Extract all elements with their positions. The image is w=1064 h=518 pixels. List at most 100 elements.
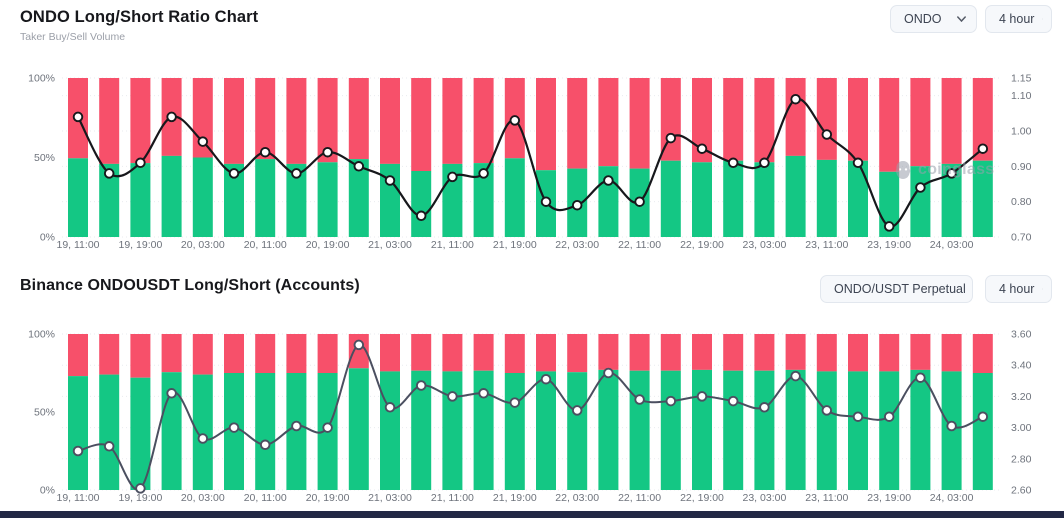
- interval-select-1-value: 4 hour: [999, 12, 1035, 26]
- left-axis-tick-label: 100%: [28, 329, 55, 341]
- short-bar-segment: [972, 78, 993, 161]
- x-axis-tick-label: 21, 03:00: [368, 492, 412, 504]
- ratio-point-marker: [571, 405, 583, 416]
- short-bar-segment: [941, 78, 962, 164]
- symbol-select-value: ONDO: [904, 12, 942, 26]
- short-bar-segment: [380, 334, 400, 372]
- ratio-point-marker: [790, 370, 801, 382]
- pair-select-value: ONDO/USDT Perpetual: [834, 282, 966, 296]
- left-axis-tick-label: 0%: [40, 485, 55, 497]
- ratio-point-marker: [509, 397, 521, 408]
- x-axis-tick-label: 21, 19:00: [493, 239, 537, 251]
- symbol-select[interactable]: ONDO: [890, 5, 977, 33]
- ratio-point-marker: [291, 168, 302, 179]
- long-bar-segment: [848, 160, 868, 237]
- ratio-point-marker: [915, 182, 926, 193]
- long-bar-segment: [348, 368, 369, 490]
- ratio-point-marker: [571, 199, 583, 211]
- left-axis-tick-label: 50%: [34, 407, 55, 419]
- short-bar-segment: [567, 78, 588, 169]
- long-bar-segment: [629, 370, 650, 490]
- ratio-point-marker: [384, 402, 396, 413]
- ratio-point-marker: [696, 143, 708, 154]
- ratio-point-marker: [603, 175, 614, 186]
- long-bar-segment: [380, 371, 400, 490]
- long-bar-segment: [754, 162, 775, 237]
- ratio-point-marker: [790, 93, 801, 105]
- x-axis-tick-label: 22, 03:00: [555, 239, 599, 251]
- interval-select-2[interactable]: 4 hour: [985, 275, 1052, 303]
- ratio-line: [77, 343, 984, 491]
- long-bar-segment: [473, 370, 494, 490]
- short-bar-segment: [99, 78, 120, 164]
- chart1-subtitle: Taker Buy/Sell Volume: [20, 31, 126, 43]
- chevron-down-icon: [957, 16, 966, 22]
- short-bar-segment: [848, 334, 868, 372]
- long-bar-segment: [848, 371, 868, 490]
- ratio-point-marker: [291, 420, 302, 432]
- short-bar-segment: [879, 78, 900, 172]
- long-bar-segment: [161, 155, 182, 237]
- x-axis-tick-label: 22, 03:00: [555, 492, 599, 504]
- short-bar-segment: [660, 334, 681, 371]
- short-bar-segment: [816, 334, 837, 372]
- right-axis-tick-label: 1.15: [1011, 73, 1032, 85]
- pair-select[interactable]: ONDO/USDT Perpetual: [820, 275, 973, 303]
- right-axis-tick-label: 2.60: [1011, 485, 1032, 497]
- long-bar-segment: [99, 163, 120, 237]
- long-bar-segment: [504, 158, 525, 237]
- chart1-title: ONDO Long/Short Ratio Chart: [20, 8, 259, 26]
- ratio-point-marker: [228, 422, 240, 433]
- x-axis-tick-label: 20, 03:00: [181, 492, 225, 504]
- ratio-point-marker: [135, 483, 146, 494]
- taker-buy-sell-volume-chart[interactable]: 100% 50% 0% 1.15 1.10 1.00 0.90 0.80 0.70 19, 11:…: [0, 60, 1064, 260]
- short-bar-segment: [754, 78, 775, 163]
- long-bar-segment: [255, 373, 276, 490]
- ratio-point-marker: [603, 367, 614, 379]
- ratio-point-marker: [197, 136, 209, 147]
- ratio-point-marker: [946, 420, 957, 432]
- chart2-title: Binance ONDOUSDT Long/Short (Accounts): [20, 277, 360, 294]
- long-bar-segment: [224, 163, 244, 237]
- interval-select-1[interactable]: 4 hour: [985, 5, 1052, 33]
- long-bar-segment: [723, 160, 744, 237]
- ratio-point-marker: [415, 210, 427, 222]
- x-axis-tick-label: 22, 11:00: [618, 239, 661, 251]
- up-down-stepper-icon: [1042, 288, 1043, 290]
- ratio-point-marker: [540, 373, 552, 385]
- ratio-point-marker: [759, 402, 770, 413]
- x-axis-tick-label: 20, 03:00: [181, 239, 225, 251]
- long-bar-segment: [411, 370, 432, 490]
- ratio-point-marker: [665, 132, 677, 144]
- short-bar-segment: [442, 334, 463, 372]
- right-axis-tick-label: 3.00: [1011, 422, 1032, 434]
- short-bar-segment: [879, 334, 900, 372]
- x-axis-tick-label: 22, 19:00: [680, 239, 724, 251]
- long-bar-segment: [910, 369, 931, 490]
- long-bar-segment: [411, 171, 432, 237]
- ratio-point-marker: [915, 372, 926, 383]
- long-bar-segment: [598, 166, 619, 237]
- x-axis-tick-label: 19, 11:00: [56, 492, 99, 504]
- x-axis-tick-label: 24, 03:00: [930, 239, 974, 251]
- ratio-point-marker: [478, 168, 489, 179]
- left-axis-tick-label: 100%: [28, 73, 55, 85]
- ratio-point-marker: [447, 391, 458, 402]
- long-bar-segment: [255, 159, 276, 237]
- right-axis-tick-label: 3.40: [1011, 360, 1032, 372]
- ratio-point-marker: [727, 157, 739, 169]
- ratio-point-marker: [353, 339, 365, 351]
- short-bar-segment: [567, 334, 588, 373]
- short-bar-segment: [68, 334, 88, 377]
- footer-panel-edge: [0, 511, 1064, 518]
- short-bar-segment: [255, 78, 276, 160]
- short-bar-segment: [192, 334, 213, 375]
- long-bar-segment: [317, 162, 338, 237]
- x-axis-tick-label: 23, 03:00: [743, 239, 787, 251]
- ratio-point-marker: [852, 157, 864, 169]
- short-bar-segment: [348, 78, 369, 160]
- right-axis-tick-label: 2.80: [1011, 453, 1032, 465]
- long-bar-segment: [473, 163, 494, 237]
- long-short-accounts-chart[interactable]: 100% 50% 0% 3.60 3.40 3.20 3.00 2.80 2.60 19, 11:…: [0, 315, 1064, 515]
- ratio-point-marker: [166, 388, 177, 399]
